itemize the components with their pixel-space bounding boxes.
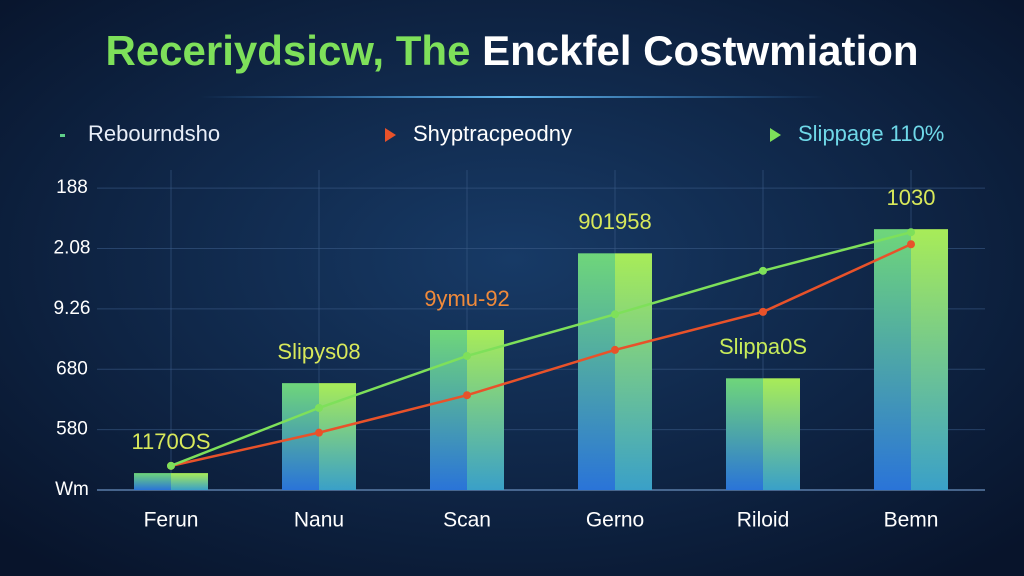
- annotation: 1030: [887, 185, 936, 210]
- line-point: [907, 228, 915, 237]
- y-tick-label: Wm: [55, 479, 89, 500]
- y-tick-label: 9.26: [54, 298, 91, 319]
- plot-area: Wm 580 680 9.26 2.08 188 Ferun Nanu Scan Gerno Ril…: [54, 170, 985, 532]
- title-part: Enckfel Costwmiation: [482, 27, 918, 74]
- legend-marker: [385, 128, 396, 142]
- line-point: [315, 428, 323, 437]
- bar-right: [615, 253, 652, 490]
- annotation: 901958: [578, 209, 651, 234]
- legend: Rebourndsho Shyptracpeodny Slippage 110%: [60, 121, 944, 146]
- bar-left: [430, 330, 467, 490]
- line-point: [907, 240, 915, 249]
- bar-right: [911, 229, 948, 491]
- bar-left: [578, 253, 615, 490]
- bar-right: [763, 378, 800, 490]
- y-tick-label: 680: [56, 358, 88, 379]
- bar: [874, 229, 948, 491]
- bar: [578, 253, 652, 490]
- bar: [430, 330, 504, 490]
- line-point: [463, 391, 471, 400]
- line-point: [167, 461, 175, 470]
- x-tick-label: Scan: [443, 509, 491, 532]
- annotation: Slipys08: [277, 339, 360, 364]
- line-point: [315, 403, 323, 412]
- line: [170, 230, 912, 468]
- line-point: [759, 266, 767, 275]
- bar-left: [726, 378, 763, 490]
- bar: [134, 473, 208, 490]
- title-underline: [200, 96, 824, 98]
- legend-label: Rebourndsho: [88, 121, 220, 146]
- bar-right: [171, 473, 208, 490]
- legend-label: Slippage 110%: [798, 121, 944, 146]
- x-tick-label: Ferun: [144, 509, 199, 532]
- annotation: 1170OS: [131, 429, 210, 454]
- y-tick-label: 188: [56, 177, 88, 198]
- x-tick-label: Nanu: [294, 509, 344, 532]
- chart-title: Receriydsicw, The Enckfel Costwmiation: [105, 27, 918, 74]
- legend-label: Shyptracpeodny: [413, 121, 572, 146]
- line-point: [611, 345, 619, 354]
- y-tick-label: 580: [56, 419, 88, 440]
- annotation: 9ymu-92: [424, 286, 510, 311]
- bar: [726, 378, 800, 490]
- bar-left: [874, 229, 911, 491]
- bar-right: [319, 383, 356, 490]
- y-tick-label: 2.08: [54, 238, 91, 259]
- line-point: [611, 310, 619, 319]
- line: [170, 243, 912, 468]
- bar-left: [134, 473, 171, 490]
- annotation: Slippa0S: [719, 334, 807, 359]
- legend-marker: [770, 128, 781, 142]
- legend-marker: [60, 134, 65, 137]
- title-part: Receriydsicw, The: [105, 27, 470, 74]
- x-tick-label: Gerno: [586, 509, 644, 532]
- line-point: [759, 307, 767, 316]
- x-tick-label: Bemn: [884, 509, 939, 532]
- x-tick-label: Riloid: [737, 509, 790, 532]
- bar-right: [467, 330, 504, 490]
- line-point: [463, 351, 471, 360]
